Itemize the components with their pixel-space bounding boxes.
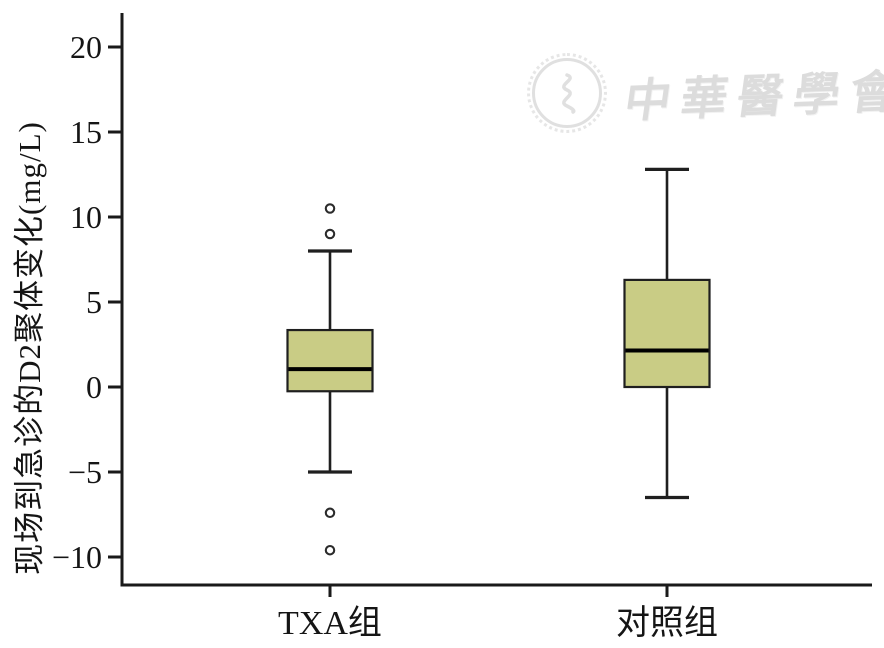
watermark-logo-icon	[527, 53, 607, 133]
y-tick-label: 5	[86, 284, 102, 320]
x-category-label: 对照组	[616, 604, 718, 642]
outlier-point	[324, 507, 336, 519]
outlier-point	[324, 203, 336, 214]
y-axis-label: 现场到急诊的D2聚体变化(mg/L)	[12, 121, 47, 575]
watermark: 中華醫學會	[527, 53, 884, 133]
y-tick-label: −10	[52, 539, 102, 575]
box-iqr	[623, 278, 711, 389]
outlier-point	[324, 228, 336, 240]
x-category-label: TXA组	[278, 604, 382, 642]
y-tick-label: 10	[70, 199, 102, 235]
outlier-point	[324, 544, 336, 556]
y-tick-label: 15	[70, 114, 102, 150]
y-tick-label: 20	[70, 29, 102, 65]
box-iqr	[286, 328, 374, 393]
y-tick-label: −5	[68, 454, 102, 490]
y-tick-label: 0	[86, 369, 102, 405]
